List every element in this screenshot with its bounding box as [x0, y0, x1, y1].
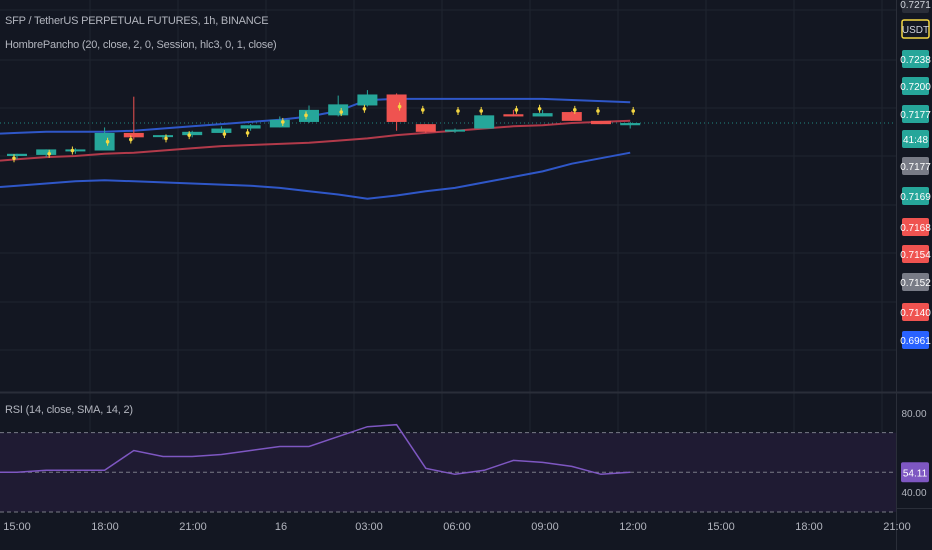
price-label-box: [902, 245, 929, 263]
rsi-line: [0, 423, 631, 476]
signal-marker: [421, 108, 425, 112]
signal-marker: [631, 109, 635, 113]
price-label-box: [902, 331, 929, 349]
signal-markers: [12, 102, 635, 163]
signal-marker: [281, 120, 285, 124]
signal-marker: [47, 152, 51, 156]
price-axis: 0.7271 USDT 0.7238 0.7200 0.7177 41:48 0.7177 0…: [900, 0, 931, 349]
signal-marker: [105, 139, 110, 144]
signal-marker: [70, 148, 75, 153]
signal-marker: [397, 104, 402, 109]
time-label: 18:00: [91, 521, 119, 533]
time-axis: 15:00 18:00 21:00 16 03:00 06:00 09:00 12:00 15:…: [3, 521, 911, 533]
signal-marker: [164, 136, 168, 141]
time-label: 12:00: [619, 521, 647, 533]
signal-marker: [479, 109, 484, 113]
price-label-box: [902, 50, 929, 68]
candle-body: [532, 113, 553, 117]
time-label: 15:00: [707, 521, 735, 533]
rsi-axis-label: 80.00: [901, 409, 926, 420]
candle-body: [357, 94, 378, 106]
price-label-box: [901, 19, 930, 39]
price-label: 0.7200: [900, 82, 931, 93]
price-label-box: [902, 105, 929, 123]
candle-body: [445, 129, 465, 132]
price-label-box: [902, 218, 929, 236]
price-label-box: [902, 157, 929, 175]
signal-marker: [596, 109, 600, 113]
candle-body: [36, 149, 57, 155]
candle-body: [591, 120, 611, 125]
price-label: 41:48: [903, 135, 928, 146]
price-label: 0.7238: [900, 55, 931, 66]
price-label: USDT: [902, 25, 929, 36]
candle-body: [269, 119, 290, 128]
rsi-axis-label: 40.00: [901, 488, 926, 499]
rsi-current-box: [901, 462, 929, 483]
candle-body: [123, 132, 144, 138]
price-label: 0.7177: [900, 162, 931, 173]
candle-body: [503, 114, 524, 117]
time-label: 15:00: [3, 521, 31, 533]
time-label: 09:00: [531, 521, 559, 533]
time-label: 21:00: [179, 521, 207, 533]
rsi-axis: 80.00 40.00 54.11: [901, 409, 929, 499]
time-label: 16: [275, 521, 287, 533]
basis-line: [0, 119, 631, 162]
candle-body: [182, 131, 203, 136]
candle-body: [211, 128, 232, 133]
signal-marker: [187, 133, 191, 137]
time-label: 06:00: [443, 521, 471, 533]
price-label: 0.7169: [900, 192, 931, 203]
candle-body: [415, 124, 436, 132]
rsi-legend[interactable]: RSI (14, close, SMA, 14, 2): [5, 404, 133, 416]
time-label: 18:00: [795, 521, 823, 533]
time-label: 03:00: [355, 521, 383, 533]
candle-body: [153, 135, 173, 138]
price-label: 0.6961: [900, 336, 931, 347]
candle-body: [386, 94, 407, 122]
signal-marker: [514, 108, 519, 112]
candle-body: [240, 125, 261, 129]
candle-body: [65, 149, 86, 152]
signal-marker: [245, 131, 250, 135]
signal-marker: [12, 156, 16, 160]
candle-body: [94, 132, 115, 151]
signal-marker: [537, 106, 542, 111]
price-label: 0.7152: [900, 278, 931, 289]
price-label: 0.7140: [900, 308, 931, 319]
candle-body: [328, 104, 349, 116]
signal-marker: [129, 137, 133, 142]
price-label-box: [902, 187, 929, 205]
candle-body: [7, 153, 27, 156]
signal-marker: [456, 109, 460, 113]
price-label-box: [902, 303, 929, 321]
symbol-title[interactable]: SFP / TetherUS PERPETUAL FUTURES, 1h, BI…: [5, 15, 269, 27]
candle-body: [299, 109, 319, 122]
price-label: 0.7154: [900, 250, 931, 261]
signal-marker: [222, 132, 227, 136]
lower-band-line: [0, 151, 631, 200]
signal-marker: [339, 110, 344, 114]
signal-marker: [362, 106, 367, 111]
candle-body: [474, 115, 495, 129]
signal-marker: [573, 108, 577, 112]
indicator-legend[interactable]: HombrePancho (20, close, 2, 0, Session, …: [5, 39, 277, 51]
rsi-current-label: 54.11: [903, 468, 928, 479]
candle-body: [620, 123, 641, 126]
price-label-box: [902, 0, 929, 13]
candles: [7, 90, 641, 160]
price-label-box: [902, 77, 929, 95]
price-label: 0.7177: [900, 110, 931, 121]
price-label: 0.7168: [900, 223, 931, 234]
signal-marker: [304, 113, 308, 118]
grid: [0, 0, 896, 506]
price-label: 0.7271: [900, 0, 931, 11]
price-label-box: [902, 273, 929, 291]
time-label: 21:00: [883, 521, 911, 533]
price-label-box: [902, 130, 929, 148]
candle-body: [561, 112, 582, 121]
